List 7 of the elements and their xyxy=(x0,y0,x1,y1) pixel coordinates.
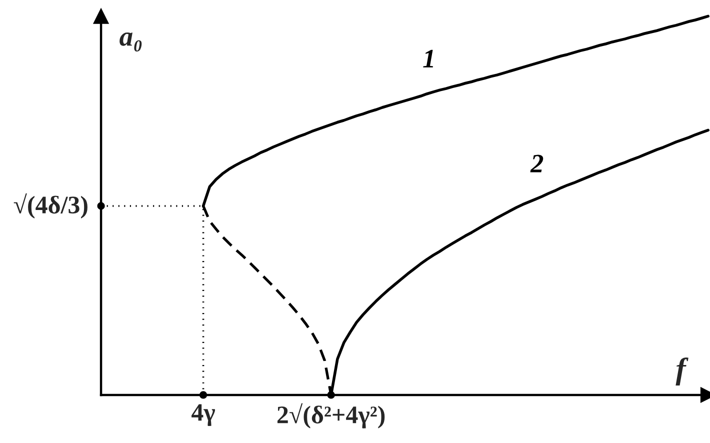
ref-line-label: √(4δ/3) xyxy=(14,193,88,219)
x-tick-label: 4γ xyxy=(192,404,216,426)
series-label: 2 xyxy=(530,154,544,172)
x-axis-title: f xyxy=(676,357,688,386)
x-tick-label: 2√(δ²+4γ²) xyxy=(277,403,385,428)
y-axis-title: a₀ xyxy=(120,32,142,52)
series-label: 1 xyxy=(423,50,434,68)
